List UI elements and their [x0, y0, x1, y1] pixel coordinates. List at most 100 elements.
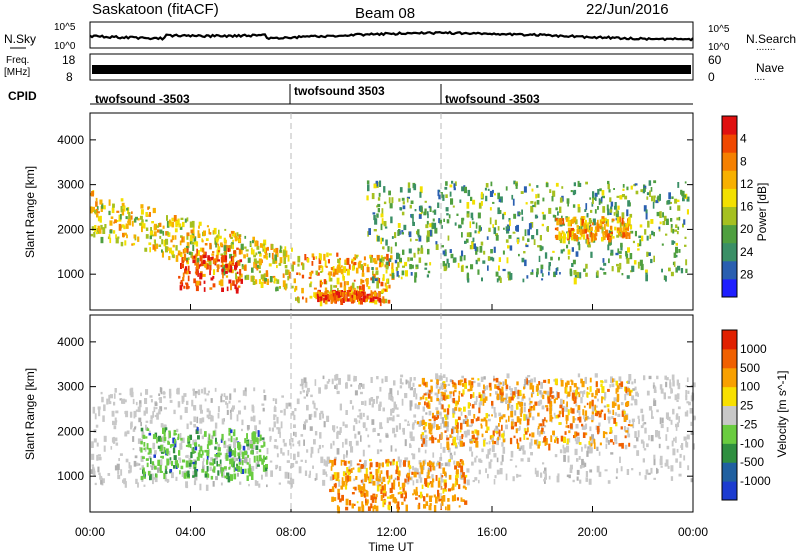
colorbar-swatch [722, 386, 737, 407]
echo-cell [656, 211, 660, 217]
echo-cell [505, 186, 508, 191]
echo-cell [152, 411, 154, 418]
echo-cell [301, 274, 305, 279]
echo-cell [339, 498, 342, 503]
echo-cell [678, 473, 682, 477]
colorbar-swatch [722, 330, 737, 350]
echo-cell [454, 426, 457, 430]
echo-cell [633, 260, 637, 265]
echo-cell [483, 438, 486, 441]
echo-cell [130, 215, 133, 220]
echo-cell [401, 482, 405, 489]
echo-cell [344, 472, 347, 476]
echo-cell [171, 235, 175, 241]
echo-cell [440, 479, 444, 483]
echo-cell [163, 432, 166, 437]
echo-cell [161, 451, 165, 454]
echo-cell [132, 428, 136, 432]
echo-cell [152, 442, 155, 449]
echo-cell [175, 255, 179, 262]
echo-cell [607, 480, 611, 484]
echo-cell [545, 182, 549, 188]
echo-cell [432, 412, 434, 418]
echo-cell [492, 440, 494, 445]
echo-cell [238, 458, 241, 463]
echo-cell [498, 381, 501, 385]
echo-cell [616, 468, 619, 474]
echo-cell [130, 387, 134, 393]
echo-cell [287, 269, 290, 275]
echo-cell [233, 467, 236, 473]
echo-cell [589, 197, 592, 200]
echo-cell [594, 412, 597, 416]
echo-cell [273, 444, 277, 449]
echo-cell [385, 239, 388, 246]
echo-cell [532, 385, 535, 393]
echo-cell [253, 432, 257, 439]
echo-cell [401, 270, 405, 276]
echo-cell [160, 437, 163, 442]
echo-cell [370, 293, 373, 298]
echo-cell [437, 202, 440, 208]
echo-cell [628, 374, 632, 381]
echo-cell [659, 221, 662, 225]
echo-cell [372, 273, 376, 279]
echo-cell [367, 231, 369, 237]
freq-label-2: [MHz] [4, 67, 30, 78]
echo-cell [340, 268, 344, 275]
echo-cell [178, 223, 182, 228]
echo-cell [261, 437, 265, 440]
echo-cell [371, 267, 374, 270]
echo-cell [235, 437, 238, 441]
echo-cell [297, 255, 301, 263]
echo-cell [275, 252, 279, 258]
echo-cell [411, 423, 415, 429]
echo-cell [99, 474, 101, 480]
echo-cell [453, 389, 457, 393]
echo-cell [596, 446, 599, 451]
echo-cell [257, 430, 260, 437]
echo-cell [137, 218, 140, 221]
echo-cell [602, 231, 605, 238]
echo-cell [508, 402, 511, 409]
echo-cell [435, 382, 439, 389]
echo-cell [199, 418, 203, 424]
echo-cell [399, 378, 402, 385]
echo-cell [567, 455, 570, 463]
echo-cell [670, 387, 673, 394]
echo-cell [353, 377, 356, 382]
echo-cell [181, 395, 185, 403]
echo-cell [115, 442, 119, 446]
echo-cell [180, 217, 184, 220]
echo-cell [214, 454, 218, 457]
echo-cell [429, 262, 432, 266]
echo-cell [163, 472, 166, 480]
echo-cell [542, 197, 545, 202]
echo-cell [418, 257, 422, 263]
echo-cell [211, 253, 215, 256]
echo-cell [461, 460, 464, 465]
echo-cell [596, 275, 599, 278]
echo-cell [390, 461, 392, 466]
echo-cell [346, 475, 350, 482]
echo-cell [436, 415, 440, 419]
echo-cell [221, 270, 224, 275]
echo-cell [645, 212, 648, 220]
echo-cell [336, 448, 340, 455]
echo-cell [571, 247, 574, 252]
echo-cell [456, 461, 460, 466]
echo-cell [226, 472, 230, 480]
echo-cell [130, 423, 132, 430]
echo-cell [443, 218, 445, 222]
echo-cell [290, 480, 293, 488]
echo-cell [394, 404, 398, 410]
echo-cell [389, 273, 392, 277]
echo-cell [351, 258, 355, 262]
echo-cell [90, 233, 94, 237]
echo-cell [535, 439, 539, 446]
echo-cell [293, 453, 296, 461]
echo-cell [500, 461, 503, 466]
echo-cell [242, 445, 246, 451]
echo-cell [94, 225, 97, 232]
echo-cell [423, 393, 427, 396]
